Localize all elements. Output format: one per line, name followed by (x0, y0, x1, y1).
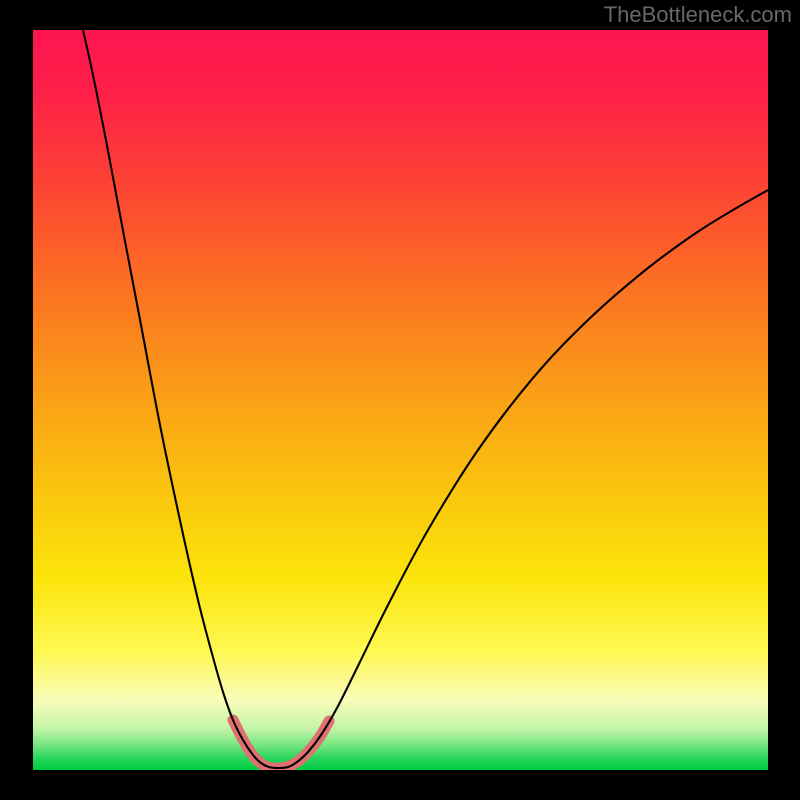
bottleneck-chart (33, 30, 768, 770)
chart-svg (33, 30, 768, 770)
stage: TheBottleneck.com (0, 0, 800, 800)
bottleneck-main-curve (83, 30, 768, 768)
watermark-text: TheBottleneck.com (604, 2, 792, 28)
